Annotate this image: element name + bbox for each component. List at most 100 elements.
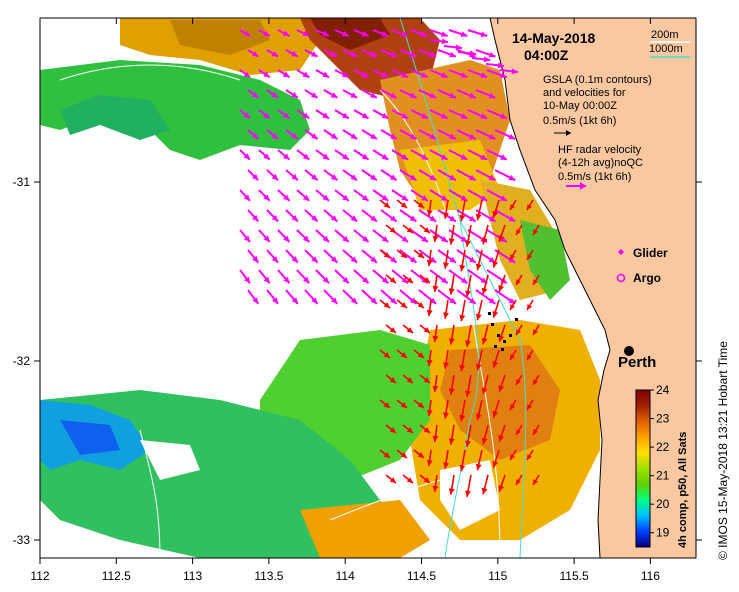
hf-vector: [499, 68, 519, 75]
hf-vector: [334, 229, 350, 243]
hf-vector: [380, 209, 398, 223]
hf-vector: [342, 249, 358, 264]
hf-vector: [353, 109, 370, 120]
hf-vector: [277, 109, 291, 120]
hf-vector: [304, 89, 319, 99]
colorbar-tick-label: 20: [656, 497, 670, 511]
glsa-vector: [419, 274, 431, 284]
glsa-vector: [492, 449, 500, 468]
hf-vector: [456, 249, 477, 264]
glsa-vector: [532, 324, 540, 336]
hf-vector: [342, 209, 358, 223]
hf-vector: [418, 209, 437, 223]
glsa-vector: [509, 399, 517, 411]
glsa-vector: [509, 449, 517, 461]
hf-vector: [475, 169, 496, 182]
hf-vector: [448, 149, 468, 161]
hf-vector: [315, 269, 330, 284]
glsa-vector: [396, 349, 408, 359]
hf-vector: [323, 89, 338, 99]
glsa-vector: [379, 199, 391, 209]
hf-vector: [437, 169, 457, 182]
x-tick-label: 112.5: [102, 569, 131, 583]
glsa-vector: [443, 349, 449, 369]
glsa-vector: [515, 424, 523, 436]
hf-vector: [475, 49, 496, 58]
hf-vector: [486, 109, 508, 120]
glsa-vector: [385, 424, 397, 434]
glsa-vector: [396, 299, 408, 309]
colorbar-ticks: 24 23 22 21 20 19: [650, 383, 670, 540]
glsa-vector: [385, 474, 397, 484]
x-tick-label: 112: [30, 569, 49, 583]
glsa-vector: [448, 424, 455, 445]
hf-vector: [467, 29, 488, 38]
hf-vector: [247, 289, 260, 305]
hf-vector: [380, 89, 398, 99]
glider-marker-icon: [618, 249, 624, 255]
hf-vector: [399, 249, 418, 264]
y-axis: -31 -32 -33: [13, 175, 702, 547]
glsa-vector: [492, 199, 500, 218]
hf-vector: [475, 249, 496, 264]
hf-vector: [467, 269, 488, 285]
hf-vector: [342, 169, 358, 182]
hf-vector: [429, 149, 449, 161]
glsa-vector: [379, 449, 391, 459]
hf-vector: [304, 249, 319, 264]
glsa-vector: [459, 399, 466, 422]
hf-vector: [361, 89, 378, 99]
hf-vector: [296, 189, 310, 202]
hf-vector: [372, 69, 389, 79]
glsa-vector: [509, 349, 517, 361]
glsa-vector: [475, 399, 483, 421]
hf-vector: [296, 269, 311, 284]
hf-vector: [361, 209, 378, 223]
hf-vector: [258, 189, 271, 202]
glsa-vector: [532, 474, 540, 486]
hf-vector: [342, 129, 358, 140]
glsa-vector: [492, 249, 500, 268]
perth-marker-icon: [624, 346, 634, 356]
glsa-vector: [448, 474, 455, 495]
glsa-vector: [475, 449, 483, 471]
glsa-vector: [498, 224, 506, 243]
hf-vector: [437, 49, 457, 58]
depth-legend-shallow: 200m: [651, 29, 679, 41]
glider-track: [488, 312, 518, 351]
hf-vector: [304, 49, 319, 58]
glsa-vector: [448, 324, 455, 345]
x-tick-label: 115: [488, 569, 507, 583]
colorbar-tick-label: 24: [656, 383, 670, 397]
hf-vector: [247, 249, 260, 264]
hf-vector: [486, 229, 508, 243]
hf-vector: [372, 229, 389, 243]
hf-vector: [353, 29, 369, 37]
hf-vector: [399, 89, 417, 99]
hf-vector: [418, 89, 437, 99]
glsa-vector: [419, 474, 431, 484]
hf-vector: [296, 229, 310, 243]
hf-vector: [399, 169, 417, 182]
hf-vector: [399, 129, 417, 140]
hf-vector: [429, 38, 449, 45]
hf-vector: [429, 109, 449, 120]
glsa-vector: [426, 349, 433, 367]
glsa-vector: [526, 299, 534, 311]
hf-vector: [494, 289, 516, 305]
depth-legend-deep: 1000m: [649, 43, 683, 55]
glsa-vector: [526, 199, 534, 211]
hf-vector: [372, 269, 389, 284]
hf-vector: [334, 29, 350, 37]
glsa-vector: [396, 199, 408, 209]
hf-vector: [437, 89, 457, 99]
hf-vector: [380, 169, 398, 182]
hf-vector: [456, 129, 477, 140]
hf-vector: [437, 129, 457, 140]
glsa-vector: [426, 299, 433, 317]
hf-vector: [304, 209, 319, 223]
glsa-vector: [465, 424, 472, 447]
hf-vector: [266, 169, 279, 181]
hf-vector: [391, 69, 409, 79]
glsa-vector: [426, 449, 433, 467]
